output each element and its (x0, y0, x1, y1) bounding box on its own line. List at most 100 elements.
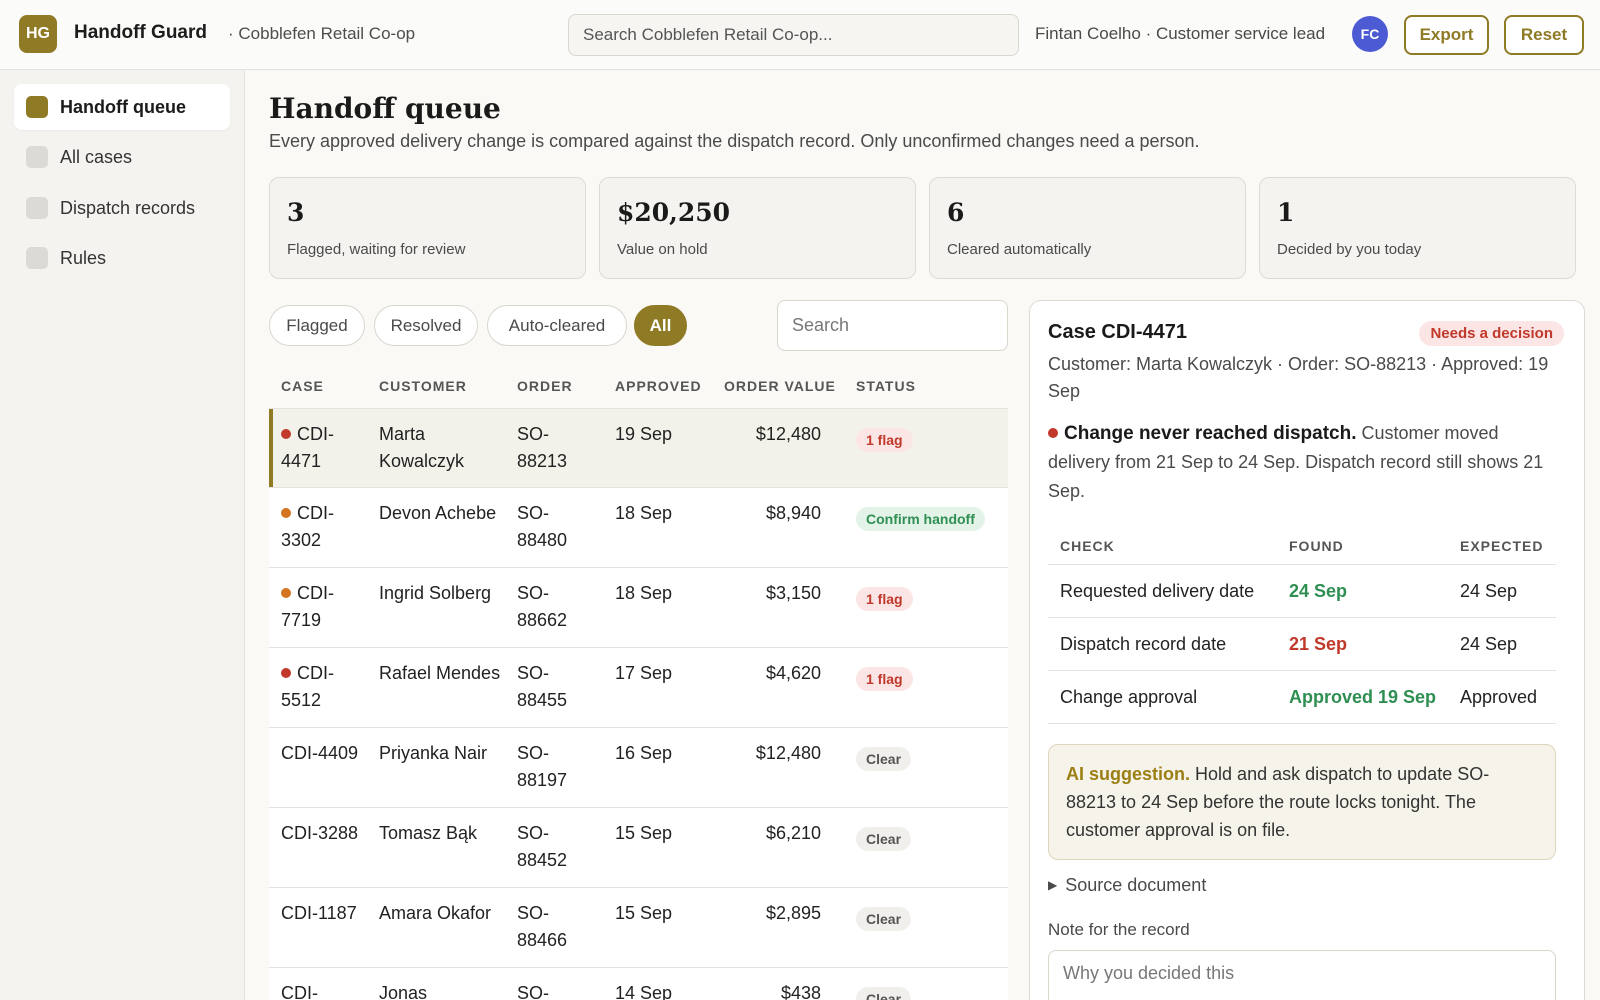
status-badge: Confirm handoff (856, 507, 985, 531)
stat-value: 3 (287, 198, 305, 227)
cell-customer: Ingrid Solberg (379, 583, 492, 603)
cell-order-value: $12,480 (755, 424, 821, 444)
stat-value: 6 (947, 198, 965, 227)
table-row[interactable]: CDI-3288 Tomasz Bąk SO-88452 15 Sep $6,210 Cl… (269, 808, 1008, 888)
case-id: CDI-4409 (281, 743, 359, 763)
case-id: CDI- (281, 983, 318, 1000)
check-found: 24 Sep (1289, 581, 1348, 601)
table-row[interactable]: CDI-3302 Devon Achebe SO-88480 18 Sep $8,940… (269, 488, 1008, 568)
status-badge: 1 flag (856, 587, 913, 611)
filter-flagged[interactable]: Flagged (269, 305, 365, 346)
cell-order: SO-88480 (517, 503, 568, 550)
cell-order: SO-88662 (517, 583, 568, 630)
stat-value: 1 (1277, 198, 1295, 227)
stat-value: $20,250 (617, 198, 731, 227)
status-dot-icon (281, 668, 291, 678)
sidebar-item-label: Rules (60, 247, 107, 268)
check-row: Change approval Approved 19 Sep Approved (1048, 671, 1556, 724)
cell-order-value: $12,480 (755, 743, 821, 763)
ai-suggestion: AI suggestion. Hold and ask dispatch to … (1048, 744, 1556, 860)
check-name: Requested delivery date (1060, 581, 1255, 601)
reset-button[interactable]: Reset (1504, 15, 1584, 55)
app-logo[interactable]: HG (19, 15, 57, 53)
cell-customer: Rafael Mendes (379, 663, 501, 683)
case-id: CDI-3288 (281, 823, 359, 843)
filter-resolved[interactable]: Resolved (374, 305, 478, 346)
sidebar-item-label: Handoff queue (60, 96, 186, 117)
table-row[interactable]: CDI-1187 Amara Okafor SO-88466 15 Sep $2,895… (269, 888, 1008, 968)
column-header-order[interactable]: ORDER (517, 378, 573, 394)
status-dot-icon (281, 429, 291, 439)
cell-status: Clear (856, 825, 912, 852)
cell-approved: 14 Sep (615, 983, 673, 1000)
export-button[interactable]: Export (1404, 15, 1489, 55)
filter-all[interactable]: All (634, 305, 687, 346)
filter-auto-cleared[interactable]: Auto-cleared (487, 305, 627, 346)
column-header-order-value[interactable]: ORDER VALUE (724, 378, 836, 394)
cell-order: SO-88452 (517, 823, 568, 870)
status-badge: Needs a decision (1419, 321, 1564, 346)
cell-order: SO-88197 (517, 743, 568, 790)
sidebar-item-handoff-queue[interactable]: Handoff queue (14, 84, 230, 130)
table-row[interactable]: CDI-4471 Marta Kowalczyk SO-88213 19 Sep $12… (269, 408, 1008, 488)
stat-label: Flagged, waiting for review (287, 241, 466, 258)
table-search-input[interactable] (777, 300, 1008, 351)
case-title: Case CDI-4471 (1048, 321, 1187, 343)
source-document-toggle[interactable]: ▶ Source document (1048, 875, 1206, 896)
cell-order-value: $4,620 (765, 663, 821, 683)
cell-customer: Jonas (379, 983, 428, 1000)
checks-header-check: CHECK (1060, 538, 1115, 554)
column-header-customer[interactable]: CUSTOMER (379, 378, 467, 394)
table-row[interactable]: CDI-7719 Ingrid Solberg SO-88662 18 Sep $3,1… (269, 568, 1008, 648)
check-found: 21 Sep (1289, 634, 1348, 654)
column-header-case[interactable]: CASE (281, 378, 324, 394)
sidebar-item-rules[interactable]: Rules (14, 235, 230, 281)
status-badge: Clear (856, 907, 912, 931)
cell-case: CDI-3288 (281, 820, 371, 847)
case-id: CDI-4471 (281, 424, 334, 471)
cell-approved: 16 Sep (615, 743, 673, 763)
alert-title: Change never reached dispatch. (1064, 423, 1357, 444)
table-header: CASE CUSTOMER ORDER APPROVED ORDER VALUE… (269, 364, 1008, 408)
cell-order: SO-88213 (517, 424, 568, 471)
alert-text: Customer moved delivery from 21 Sep to 2… (1048, 423, 1544, 501)
cell-order-value: $3,150 (765, 583, 821, 603)
nav-square-icon (26, 197, 48, 219)
cell-case: CDI-1187 (281, 900, 371, 927)
cases-table: CASE CUSTOMER ORDER APPROVED ORDER VALUE… (269, 364, 1008, 1000)
column-header-status[interactable]: STATUS (856, 378, 916, 394)
cell-status: Clear (856, 745, 912, 772)
table-row[interactable]: CDI- Jonas SO- 14 Sep $438 Clear (269, 968, 1008, 1000)
alert-dot-icon (1048, 428, 1058, 438)
sidebar-item-dispatch-records[interactable]: Dispatch records (14, 185, 230, 231)
triangle-right-icon: ▶ (1048, 878, 1058, 892)
checks-table: CHECK FOUND EXPECTED Requested delivery … (1048, 525, 1556, 724)
status-badge: Clear (856, 747, 912, 771)
stat-card-flagged: 3 Flagged, waiting for review (269, 177, 586, 279)
checks-header-expected: EXPECTED (1460, 538, 1544, 554)
table-row[interactable]: CDI-5512 Rafael Mendes SO-88455 17 Sep $4,62… (269, 648, 1008, 728)
cell-customer: Devon Achebe (379, 503, 497, 523)
case-id: CDI-3302 (281, 503, 334, 550)
note-input[interactable] (1048, 950, 1556, 1000)
page-title: Handoff queue (269, 92, 501, 125)
global-search-input[interactable] (568, 14, 1019, 56)
cell-status: 1 flag (856, 665, 913, 692)
table-row[interactable]: CDI-4409 Priyanka Nair SO-88197 16 Sep $12,4… (269, 728, 1008, 808)
top-bar: HG Handoff Guard · Cobblefen Retail Co-o… (0, 0, 1600, 70)
cell-case: CDI- (281, 980, 371, 1000)
column-header-approved[interactable]: APPROVED (615, 378, 702, 394)
source-document-label: Source document (1065, 875, 1207, 895)
avatar[interactable]: FC (1352, 16, 1388, 52)
case-id: CDI-1187 (281, 903, 357, 923)
case-id: CDI-7719 (281, 583, 334, 630)
nav-square-icon (26, 96, 48, 118)
cell-case: CDI-4471 (281, 421, 371, 475)
checks-header-found: FOUND (1289, 538, 1344, 554)
table-body: CDI-4471 Marta Kowalczyk SO-88213 19 Sep $12… (269, 408, 1008, 1000)
status-badge: Clear (856, 987, 912, 1000)
cell-customer: Tomasz Bąk (379, 823, 478, 843)
sidebar-item-label: All cases (60, 146, 133, 167)
sidebar-item-all-cases[interactable]: All cases (14, 134, 230, 180)
check-name: Dispatch record date (1060, 634, 1227, 654)
